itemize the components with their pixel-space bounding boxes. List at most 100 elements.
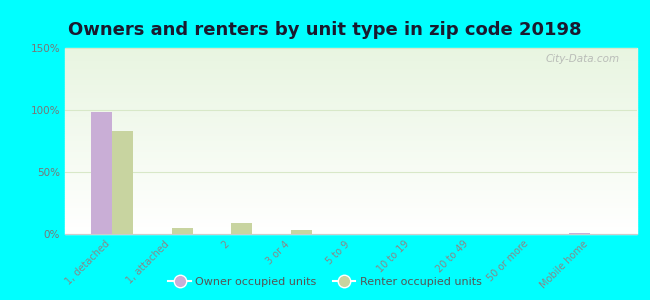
Bar: [65, 191, 637, 193]
Bar: [65, 85, 637, 87]
Bar: [65, 204, 637, 206]
Bar: [91, 112, 112, 234]
Bar: [65, 186, 637, 188]
Bar: [65, 217, 637, 219]
Bar: [65, 96, 637, 98]
Bar: [65, 226, 637, 228]
Bar: [65, 150, 637, 152]
Bar: [65, 56, 637, 57]
Bar: [65, 167, 637, 169]
Bar: [65, 126, 637, 128]
Bar: [65, 171, 637, 172]
Bar: [65, 230, 637, 232]
Bar: [65, 199, 637, 200]
Bar: [65, 148, 637, 150]
Bar: [65, 113, 637, 115]
Bar: [65, 161, 637, 163]
Bar: [65, 212, 637, 214]
Bar: [65, 63, 637, 65]
Bar: [65, 182, 637, 184]
Bar: [65, 132, 637, 134]
Bar: [65, 59, 637, 61]
Bar: [65, 137, 637, 139]
Bar: [65, 193, 637, 195]
Bar: [65, 130, 637, 132]
Bar: [65, 102, 637, 104]
Bar: [65, 145, 637, 147]
Bar: [231, 223, 252, 234]
Bar: [65, 178, 637, 180]
Bar: [65, 65, 637, 67]
Bar: [112, 131, 133, 234]
Bar: [65, 147, 637, 148]
Bar: [569, 233, 590, 234]
Bar: [65, 139, 637, 141]
Bar: [65, 50, 637, 52]
Bar: [65, 48, 637, 50]
Bar: [65, 70, 637, 72]
Bar: [65, 52, 637, 54]
Bar: [65, 180, 637, 182]
Bar: [65, 210, 637, 212]
Bar: [65, 208, 637, 210]
Bar: [65, 67, 637, 68]
Bar: [65, 141, 637, 143]
Bar: [65, 200, 637, 202]
Bar: [65, 124, 637, 126]
Bar: [65, 143, 637, 145]
Bar: [65, 232, 637, 234]
Bar: [65, 83, 637, 85]
Bar: [65, 154, 637, 156]
Bar: [65, 82, 637, 83]
Bar: [65, 80, 637, 82]
Bar: [65, 98, 637, 100]
Bar: [65, 135, 637, 137]
Bar: [65, 111, 637, 113]
Text: Owners and renters by unit type in zip code 20198: Owners and renters by unit type in zip c…: [68, 21, 582, 39]
Bar: [291, 230, 312, 234]
Bar: [65, 160, 637, 161]
Bar: [172, 228, 192, 234]
Bar: [65, 54, 637, 56]
Bar: [65, 225, 637, 226]
Bar: [65, 119, 637, 121]
Bar: [65, 156, 637, 158]
Bar: [65, 165, 637, 167]
Bar: [65, 197, 637, 199]
Bar: [65, 134, 637, 135]
Bar: [65, 188, 637, 189]
Bar: [65, 228, 637, 230]
Bar: [65, 100, 637, 102]
Bar: [65, 221, 637, 223]
Bar: [65, 106, 637, 107]
Bar: [65, 93, 637, 94]
Bar: [65, 74, 637, 76]
Bar: [65, 122, 637, 124]
Bar: [65, 184, 637, 186]
Bar: [65, 175, 637, 176]
Bar: [65, 158, 637, 160]
Bar: [65, 214, 637, 215]
Bar: [65, 219, 637, 221]
Text: City-Data.com: City-Data.com: [546, 54, 620, 64]
Bar: [65, 91, 637, 93]
Bar: [65, 202, 637, 204]
Bar: [65, 104, 637, 106]
Bar: [65, 215, 637, 217]
Bar: [65, 115, 637, 117]
Bar: [65, 68, 637, 70]
Bar: [65, 169, 637, 171]
Bar: [65, 176, 637, 178]
Bar: [65, 206, 637, 208]
Bar: [65, 94, 637, 96]
Bar: [65, 117, 637, 119]
Bar: [65, 76, 637, 78]
Bar: [65, 163, 637, 165]
Bar: [65, 110, 637, 111]
Bar: [65, 89, 637, 91]
Bar: [65, 128, 637, 130]
Bar: [65, 223, 637, 225]
Bar: [65, 195, 637, 197]
Bar: [65, 172, 637, 175]
Bar: [65, 189, 637, 191]
